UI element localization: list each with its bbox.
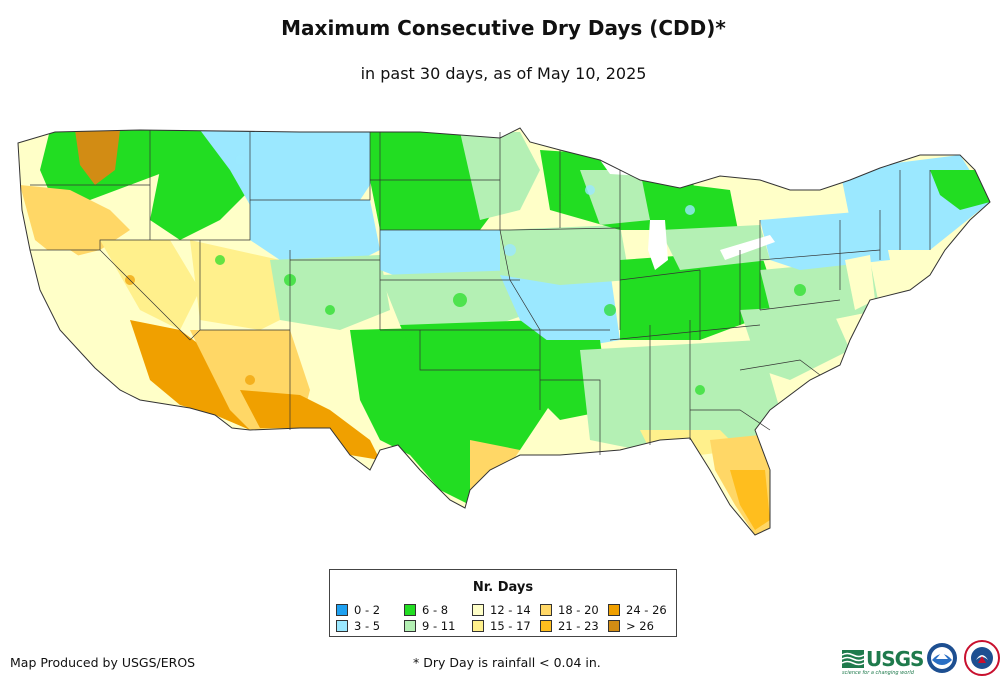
region-florida-deep (730, 470, 770, 530)
legend-label: 6 - 8 (422, 603, 449, 617)
texture-speckles (215, 194, 806, 395)
lake-michigan (648, 220, 668, 270)
legend-swatch (540, 604, 552, 616)
region-wisconsin-mint (580, 170, 650, 225)
cdd-map (17, 127, 991, 536)
region-colorado-green (270, 255, 390, 330)
legend-swatch (608, 604, 620, 616)
region-iowa-mint (500, 225, 630, 285)
usgs-wave-icon (842, 650, 864, 668)
legend-items: 0 - 2 3 - 5 6 - 8 9 - 11 12 - 14 15 - 17… (336, 602, 676, 634)
usgs-text: USGS (866, 647, 924, 671)
legend-item: 24 - 26 (608, 602, 667, 618)
legend-swatch (404, 604, 416, 616)
region-montana-blue (200, 130, 380, 210)
legend-swatch (336, 604, 348, 616)
map-title: Maximum Consecutive Dry Days (CDD)* (281, 16, 726, 40)
region-indiana-mint (660, 225, 770, 270)
legend-item: 9 - 11 (404, 618, 455, 634)
legend-item: 6 - 8 (404, 602, 448, 618)
legend-label: 9 - 11 (422, 619, 456, 633)
noaa-logo-icon (927, 643, 957, 673)
legend-swatch (472, 620, 484, 632)
region-texas-coast-yellow (470, 440, 520, 505)
legend: Nr. Days 0 - 2 3 - 5 6 - 8 9 - 11 12 - 1… (329, 569, 677, 637)
region-nevada-yellow (100, 240, 200, 330)
legend-swatch (608, 620, 620, 632)
legend-item: > 26 (608, 618, 654, 634)
map-subtitle: in past 30 days, as of May 10, 2025 (360, 64, 647, 83)
legend-item: 3 - 5 (336, 618, 380, 634)
region-oklahoma-green (400, 320, 560, 380)
lake-erie (720, 235, 775, 260)
region-midatlantic-yellow (845, 255, 875, 310)
legend-label: 0 - 2 (354, 603, 381, 617)
legend-swatch (540, 620, 552, 632)
usgs-logo: USGS (842, 644, 924, 674)
region-southeast-mint (580, 340, 780, 450)
legend-item: 15 - 17 (472, 618, 531, 634)
legend-title: Nr. Days (472, 580, 534, 595)
legend-item: 21 - 23 (540, 618, 599, 634)
legend-item: 12 - 14 (472, 602, 531, 618)
region-maine-green (930, 170, 990, 210)
dry-day-footnote: * Dry Day is rainfall < 0.04 in. (413, 655, 601, 670)
legend-label: 12 - 14 (490, 603, 531, 617)
region-carolina-mint (740, 305, 850, 380)
legend-label: 15 - 17 (490, 619, 531, 633)
texture-speckles-blue (235, 155, 885, 256)
legend-swatch (404, 620, 416, 632)
legend-label: 24 - 26 (626, 603, 667, 617)
usgs-tagline: science for a changing world (842, 670, 914, 676)
legend-label: 21 - 23 (558, 619, 599, 633)
legend-item: 0 - 2 (336, 602, 380, 618)
region-cascades-orange (75, 130, 120, 185)
region-wyoming-blue (250, 200, 380, 270)
legend-item: 18 - 20 (540, 602, 599, 618)
agency-logos: USGS science for a changing world (842, 640, 1002, 680)
legend-label: 18 - 20 (558, 603, 599, 617)
legend-swatch (336, 620, 348, 632)
legend-label: 3 - 5 (354, 619, 381, 633)
legend-swatch (472, 604, 484, 616)
state-boundaries (17, 127, 991, 536)
legend-label: > 26 (626, 619, 654, 633)
producer-credit: Map Produced by USGS/EROS (10, 655, 196, 670)
region-socal-orange (130, 320, 250, 430)
nws-logo-icon (964, 640, 1000, 676)
